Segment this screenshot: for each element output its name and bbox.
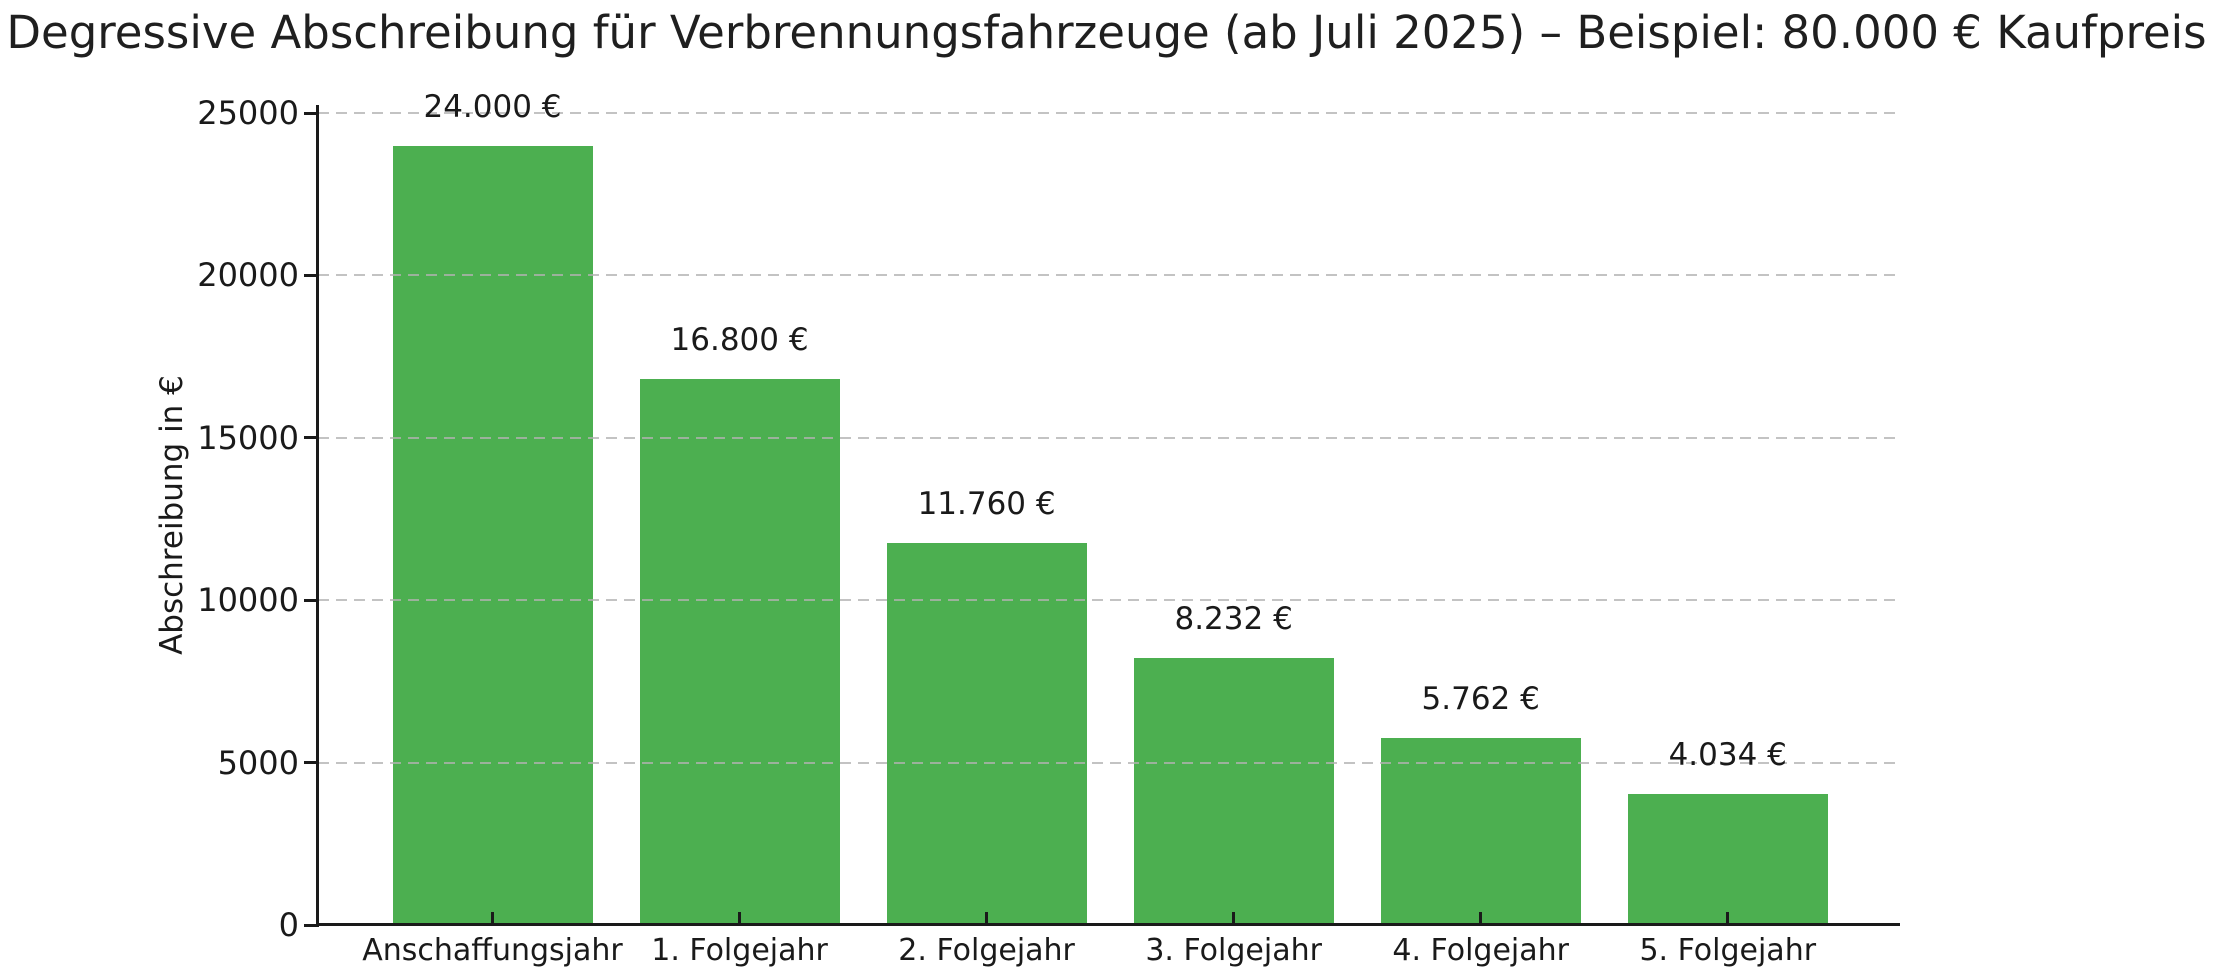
- y-tick-label: 10000: [197, 581, 299, 620]
- y-tick-mark: [304, 761, 317, 765]
- y-gridline: [318, 274, 1897, 277]
- y-tick-mark: [304, 111, 317, 115]
- y-gridline: [318, 436, 1897, 439]
- x-tick-mark: [1232, 912, 1236, 924]
- y-gridline: [318, 761, 1897, 764]
- x-tick-label: Anschaffungsjahr: [362, 933, 623, 968]
- y-tick-mark: [304, 273, 317, 277]
- x-tick-label: 5. Folgejahr: [1639, 933, 1817, 968]
- x-tick-mark: [491, 912, 494, 924]
- y-axis-spine: [316, 105, 319, 927]
- y-tick-mark: [304, 923, 317, 927]
- plot-area: 24.000 € 16.800 € 11.760 € 8.232 € 5.762 € 4.…: [318, 90, 1897, 925]
- y-tick-label: 20000: [197, 256, 299, 295]
- x-tick-label: 2. Folgejahr: [898, 933, 1075, 968]
- chart-title: Degressive Abschreibung für Verbrennungs…: [6, 6, 2207, 59]
- bar-value-label: 5.762 €: [1421, 680, 1540, 717]
- bar: [886, 543, 1087, 925]
- bar-value-label: 11.760 €: [917, 486, 1056, 523]
- y-gridline: [318, 112, 1897, 115]
- x-tick-mark: [1479, 912, 1483, 924]
- bar-value-label: 4.034 €: [1668, 736, 1787, 773]
- bar: [1627, 794, 1828, 925]
- x-axis-spine: [316, 923, 1900, 926]
- x-tick-label: 3. Folgejahr: [1145, 933, 1322, 968]
- bar: [1133, 657, 1334, 925]
- x-tick-mark: [1726, 912, 1730, 924]
- bar: [392, 145, 593, 925]
- x-tick-label: 1. Folgejahr: [651, 933, 828, 968]
- bar: [1380, 737, 1581, 925]
- bar-value-label: 16.800 €: [670, 322, 809, 359]
- x-tick-mark: [985, 912, 989, 924]
- x-tick-mark: [738, 912, 742, 924]
- x-tick-label: 4. Folgejahr: [1392, 933, 1569, 968]
- y-tick-label: 15000: [197, 418, 299, 457]
- y-tick-mark: [304, 598, 317, 602]
- y-tick-label: 5000: [217, 743, 299, 782]
- bar: [639, 379, 840, 925]
- y-tick-label: 0: [278, 906, 299, 944]
- y-tick-mark: [304, 436, 317, 440]
- bar-value-label: 24.000 €: [423, 88, 562, 125]
- y-tick-label: 25000: [197, 94, 299, 133]
- bar-value-label: 8.232 €: [1174, 600, 1293, 637]
- y-gridline: [318, 599, 1897, 602]
